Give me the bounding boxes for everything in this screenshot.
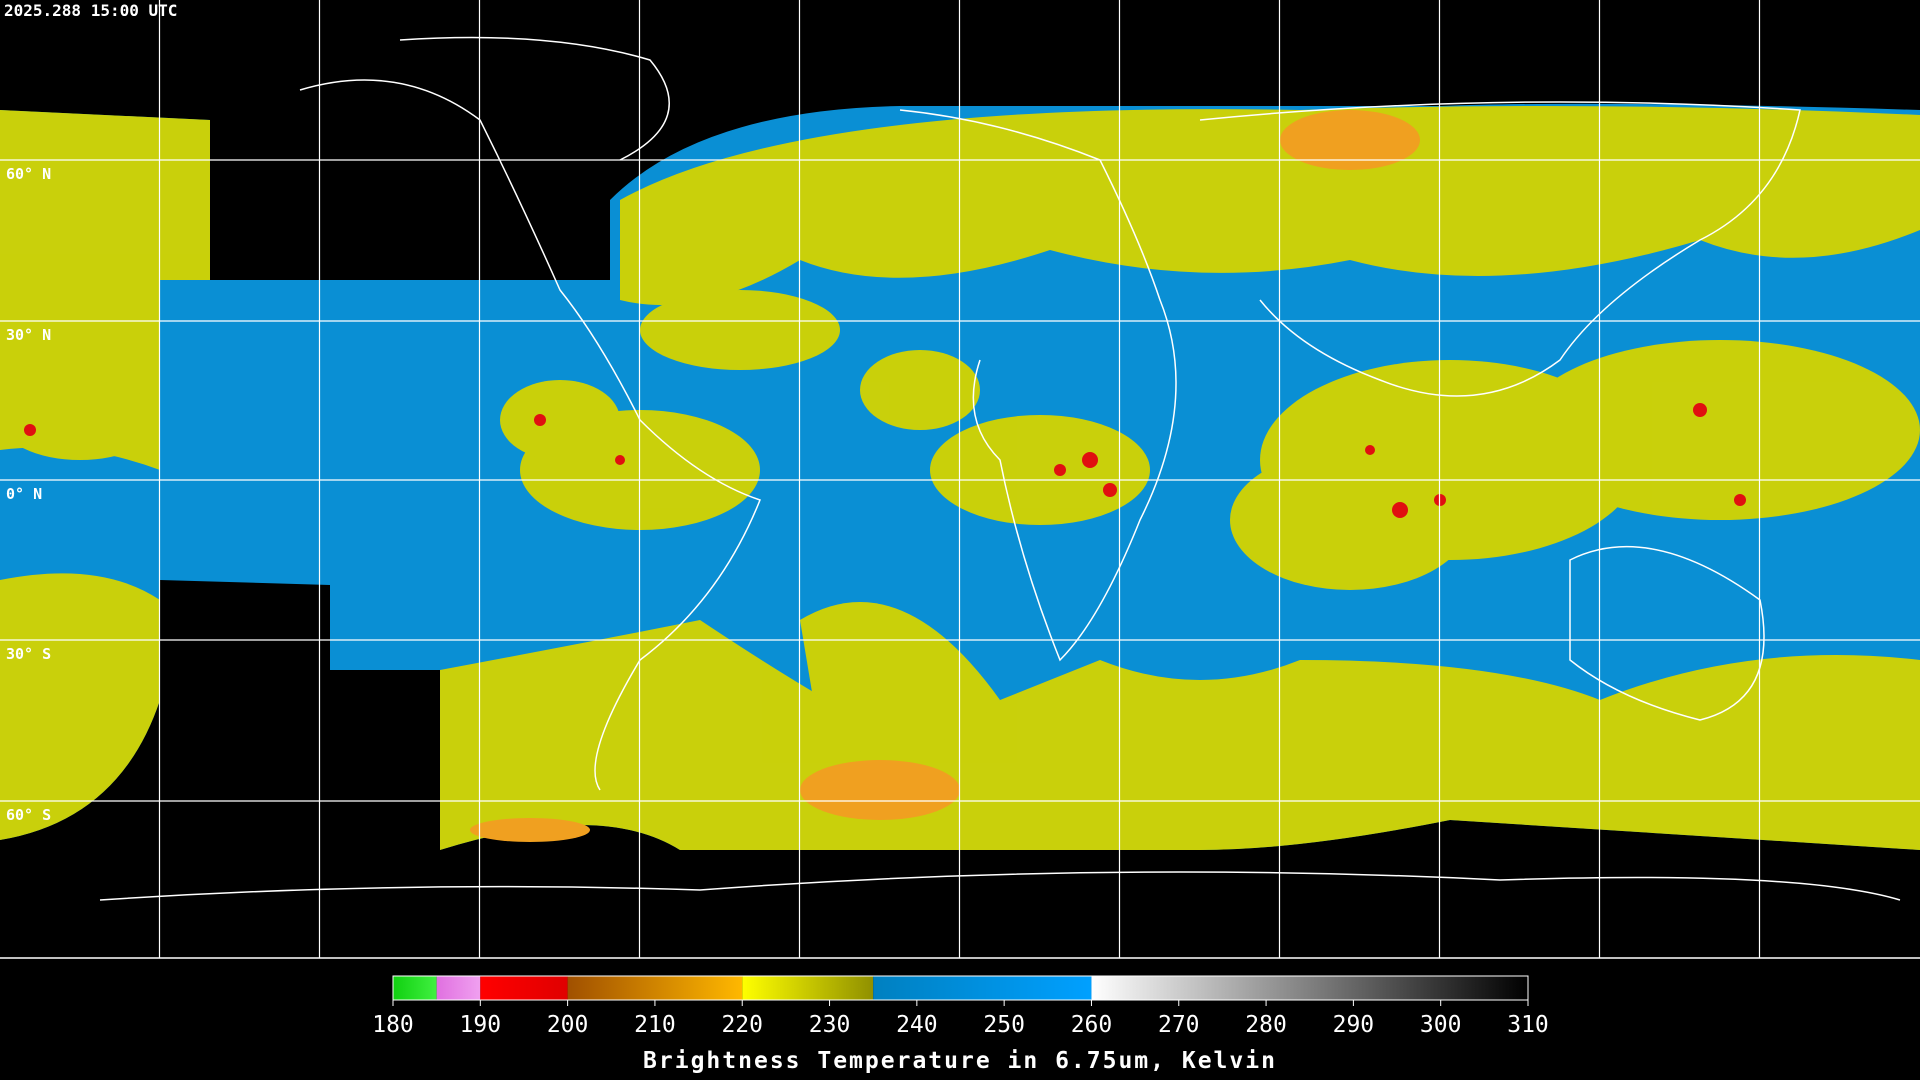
colorbar: 180 190 200 210 220 230 240 250 260 270 280 290 300 3… (372, 975, 1549, 1038)
colorbar-segment (480, 976, 568, 1000)
colorbar-segment (436, 976, 481, 1000)
map (0, 0, 1920, 958)
colorbar-segment (567, 976, 743, 1000)
colorbar-tick-label: 200 (547, 1012, 589, 1038)
colorbar-tick-label: 310 (1507, 1012, 1549, 1038)
colorbar-label: Brightness Temperature in 6.75um, Kelvin (643, 1048, 1277, 1074)
colorbar-tick-label: 280 (1245, 1012, 1287, 1038)
lat-label: 30° S (6, 645, 51, 663)
warm-spots (470, 110, 1420, 842)
lat-label: 60° S (6, 806, 51, 824)
colorbar-tick-label: 220 (721, 1012, 763, 1038)
colorbar-tick-label: 250 (983, 1012, 1025, 1038)
colorbar-tick-label: 290 (1333, 1012, 1375, 1038)
colorbar-tick-label: 300 (1420, 1012, 1462, 1038)
colorbar-tick-label: 190 (460, 1012, 502, 1038)
colorbar-tick-label: 210 (634, 1012, 676, 1038)
graticule (0, 0, 1920, 958)
lat-label: 0° N (6, 485, 42, 503)
colorbar-segment (742, 976, 874, 1000)
colorbar-segment (1091, 976, 1528, 1000)
colorbar-tick-label: 230 (809, 1012, 851, 1038)
colorbar-frame (392, 975, 1529, 1001)
colorbar-segment (873, 976, 1092, 1000)
timestamp: 2025.288 15:00 UTC (4, 1, 177, 20)
colorbar-tick-label: 270 (1158, 1012, 1200, 1038)
colorbar-segment (393, 976, 437, 1000)
colorbar-tick-label: 260 (1071, 1012, 1113, 1038)
colorbar-tick-label: 240 (896, 1012, 938, 1038)
colorbar-tick-label: 180 (372, 1012, 414, 1038)
lat-label: 60° N (6, 165, 51, 183)
lat-label: 30° N (6, 326, 51, 344)
